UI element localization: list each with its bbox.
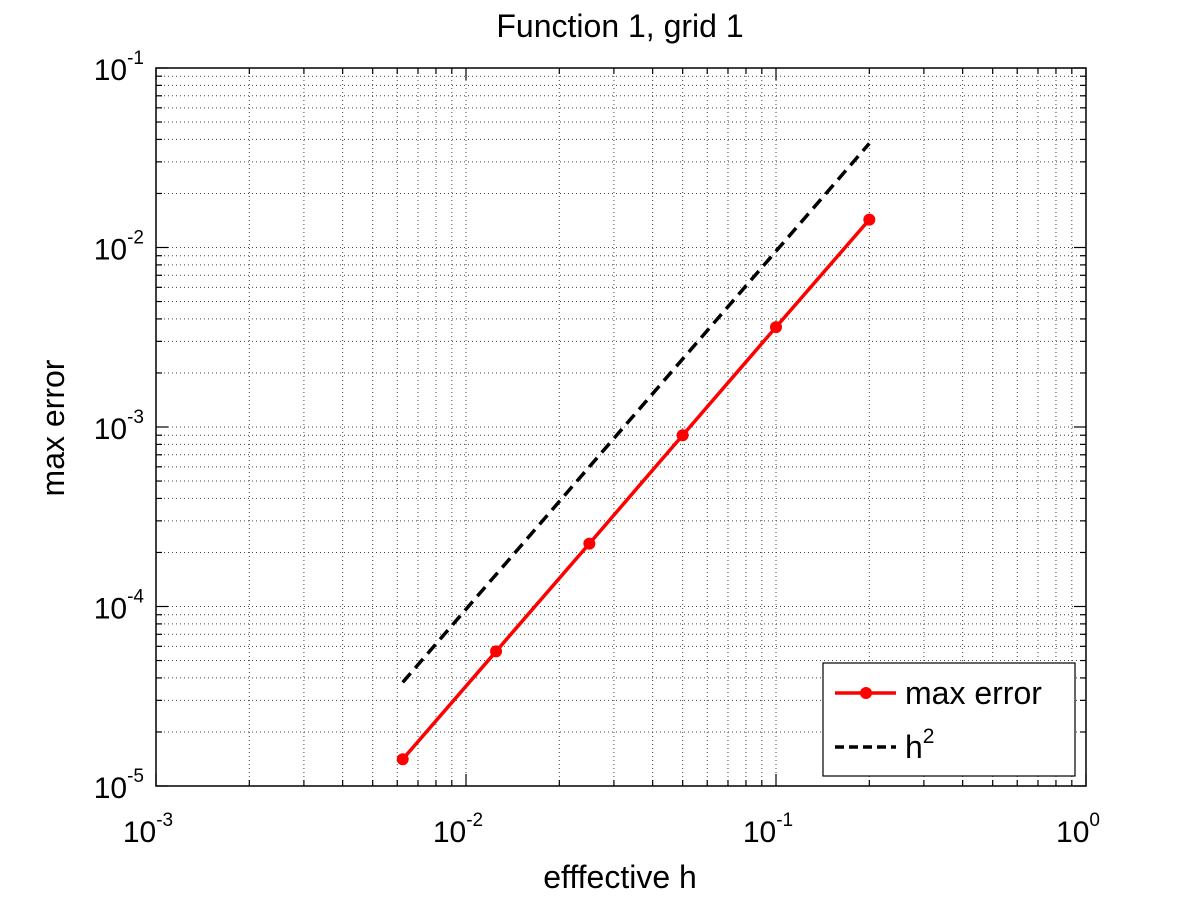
x-tick-label: 10-1	[743, 810, 793, 849]
data-point-marker	[863, 213, 876, 226]
y-tick-label: 10-1	[94, 48, 144, 87]
legend-item: h2	[835, 725, 934, 765]
data-point-marker	[396, 753, 409, 766]
y-tick-label: 10-2	[94, 228, 144, 267]
data-point-marker	[676, 429, 689, 442]
data-point-marker	[583, 537, 596, 550]
y-tick-label: 10-4	[94, 587, 145, 626]
x-axis-label: efffective h	[543, 859, 697, 895]
legend-label: h2	[905, 725, 934, 765]
y-tick-labels: 10-5 10-4 10-3 10-2 10-1	[94, 48, 145, 805]
legend: max error h2	[822, 662, 1076, 777]
y-axis-label: max error	[35, 359, 71, 496]
x-tick-label: 100	[1056, 810, 1100, 849]
x-tick-labels: 10-3 10-2 10-1 100	[123, 810, 1100, 849]
series-line	[401, 218, 871, 761]
data-point-marker	[770, 321, 782, 334]
legend-label: max error	[905, 675, 1042, 711]
x-tick-label: 10-2	[433, 810, 483, 849]
data-point-marker	[860, 687, 872, 699]
data-point-marker	[490, 645, 503, 658]
series-layer	[396, 142, 876, 766]
axes	[155, 67, 1087, 787]
legend-box	[822, 662, 1076, 777]
x-tick-label: 10-3	[123, 810, 173, 849]
series-line	[401, 142, 871, 684]
series-max-error	[396, 213, 876, 766]
chart-title: Function 1, grid 1	[496, 8, 743, 44]
legend-item: max error	[835, 675, 1042, 711]
y-tick-label: 10-5	[94, 766, 144, 805]
y-tick-label: 10-3	[94, 407, 144, 446]
grid	[156, 68, 1086, 786]
series-h2-reference	[401, 142, 871, 684]
